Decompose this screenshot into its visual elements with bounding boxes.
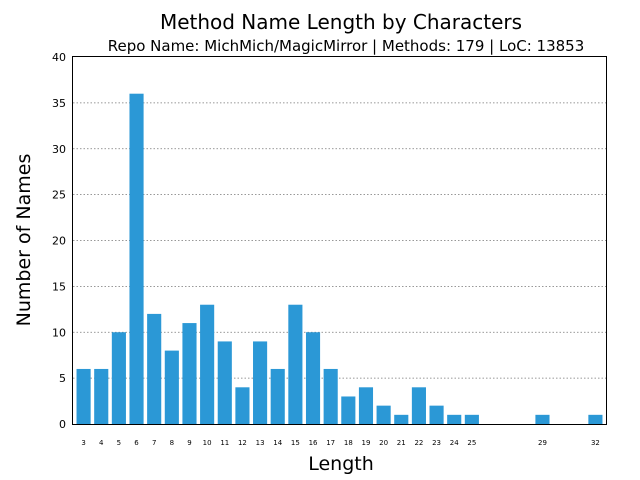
x-tick-label: 25 [467, 439, 476, 447]
x-tick-label: 9 [187, 439, 191, 447]
bar-9 [182, 323, 197, 424]
bar-14 [270, 368, 285, 424]
y-tick-label: 35 [52, 97, 66, 110]
bar-20 [376, 405, 391, 424]
x-tick-label: 16 [309, 439, 318, 447]
x-tick-label: 18 [344, 439, 353, 447]
y-tick-label: 30 [52, 143, 66, 156]
x-tick-label: 3 [81, 439, 85, 447]
bar-21 [394, 414, 409, 424]
x-tick-label: 24 [450, 439, 459, 447]
bars [76, 93, 603, 424]
x-tick-label: 11 [220, 439, 229, 447]
bar-19 [358, 387, 374, 424]
y-tick-label: 0 [59, 418, 66, 431]
bar-24 [447, 414, 462, 424]
x-tick-label: 10 [203, 439, 212, 447]
bar-16 [305, 332, 321, 424]
bar-25 [464, 414, 479, 424]
y-tick-label: 20 [52, 235, 66, 248]
y-tick-label: 40 [52, 51, 66, 64]
bar-17 [323, 368, 338, 424]
x-tick-label: 21 [397, 439, 406, 447]
y-tick-label: 25 [52, 189, 66, 202]
x-tick-label: 32 [591, 439, 600, 447]
y-axis-ticks: 0 5 10 15 20 25 30 35 40 [52, 51, 66, 431]
x-tick-label: 14 [273, 439, 282, 447]
x-tick-label: 23 [432, 439, 441, 447]
chart-title: Method Name Length by Characters [160, 10, 522, 34]
y-axis-label: Number of Names [13, 154, 35, 327]
x-tick-label: 20 [379, 439, 388, 447]
bar-29 [535, 414, 550, 424]
bar-8 [164, 350, 179, 424]
bar-3 [76, 368, 91, 424]
bar-13 [253, 341, 268, 424]
x-tick-label: 22 [414, 439, 423, 447]
bar-18 [341, 396, 356, 424]
x-tick-label: 15 [291, 439, 300, 447]
y-tick-label: 10 [52, 326, 66, 339]
x-tick-label: 4 [99, 439, 104, 447]
x-tick-label: 12 [238, 439, 247, 447]
bar-22 [411, 387, 426, 424]
bar-6 [129, 93, 144, 424]
x-tick-label: 13 [256, 439, 265, 447]
x-tick-label: 29 [538, 439, 547, 447]
grid-lines [73, 102, 606, 379]
bar-23 [429, 405, 444, 424]
bar-11 [217, 341, 232, 424]
y-tick-label: 5 [59, 372, 66, 385]
x-tick-label: 17 [326, 439, 335, 447]
bar-12 [235, 387, 250, 424]
bar-32 [588, 414, 603, 424]
bar-7 [147, 313, 162, 424]
bar-10 [200, 304, 215, 424]
x-tick-label: 8 [170, 439, 174, 447]
chart-subtitle: Repo Name: MichMich/MagicMirror | Method… [108, 37, 585, 55]
x-tick-label: 19 [362, 439, 371, 447]
bar-4 [94, 368, 109, 424]
x-axis-label: Length [308, 453, 374, 475]
y-tick-label: 15 [52, 280, 66, 293]
x-tick-label: 5 [117, 439, 121, 447]
bar-15 [288, 304, 303, 424]
bar-5 [111, 332, 126, 424]
x-axis-ticks: 3 4 5 6 7 8 9 10 11 12 13 14 15 16 17 18 19 20 21 22 23 24 25 2… [81, 439, 600, 447]
x-tick-label: 6 [134, 439, 139, 447]
plot-frame [72, 56, 607, 425]
x-tick-label: 7 [152, 439, 156, 447]
